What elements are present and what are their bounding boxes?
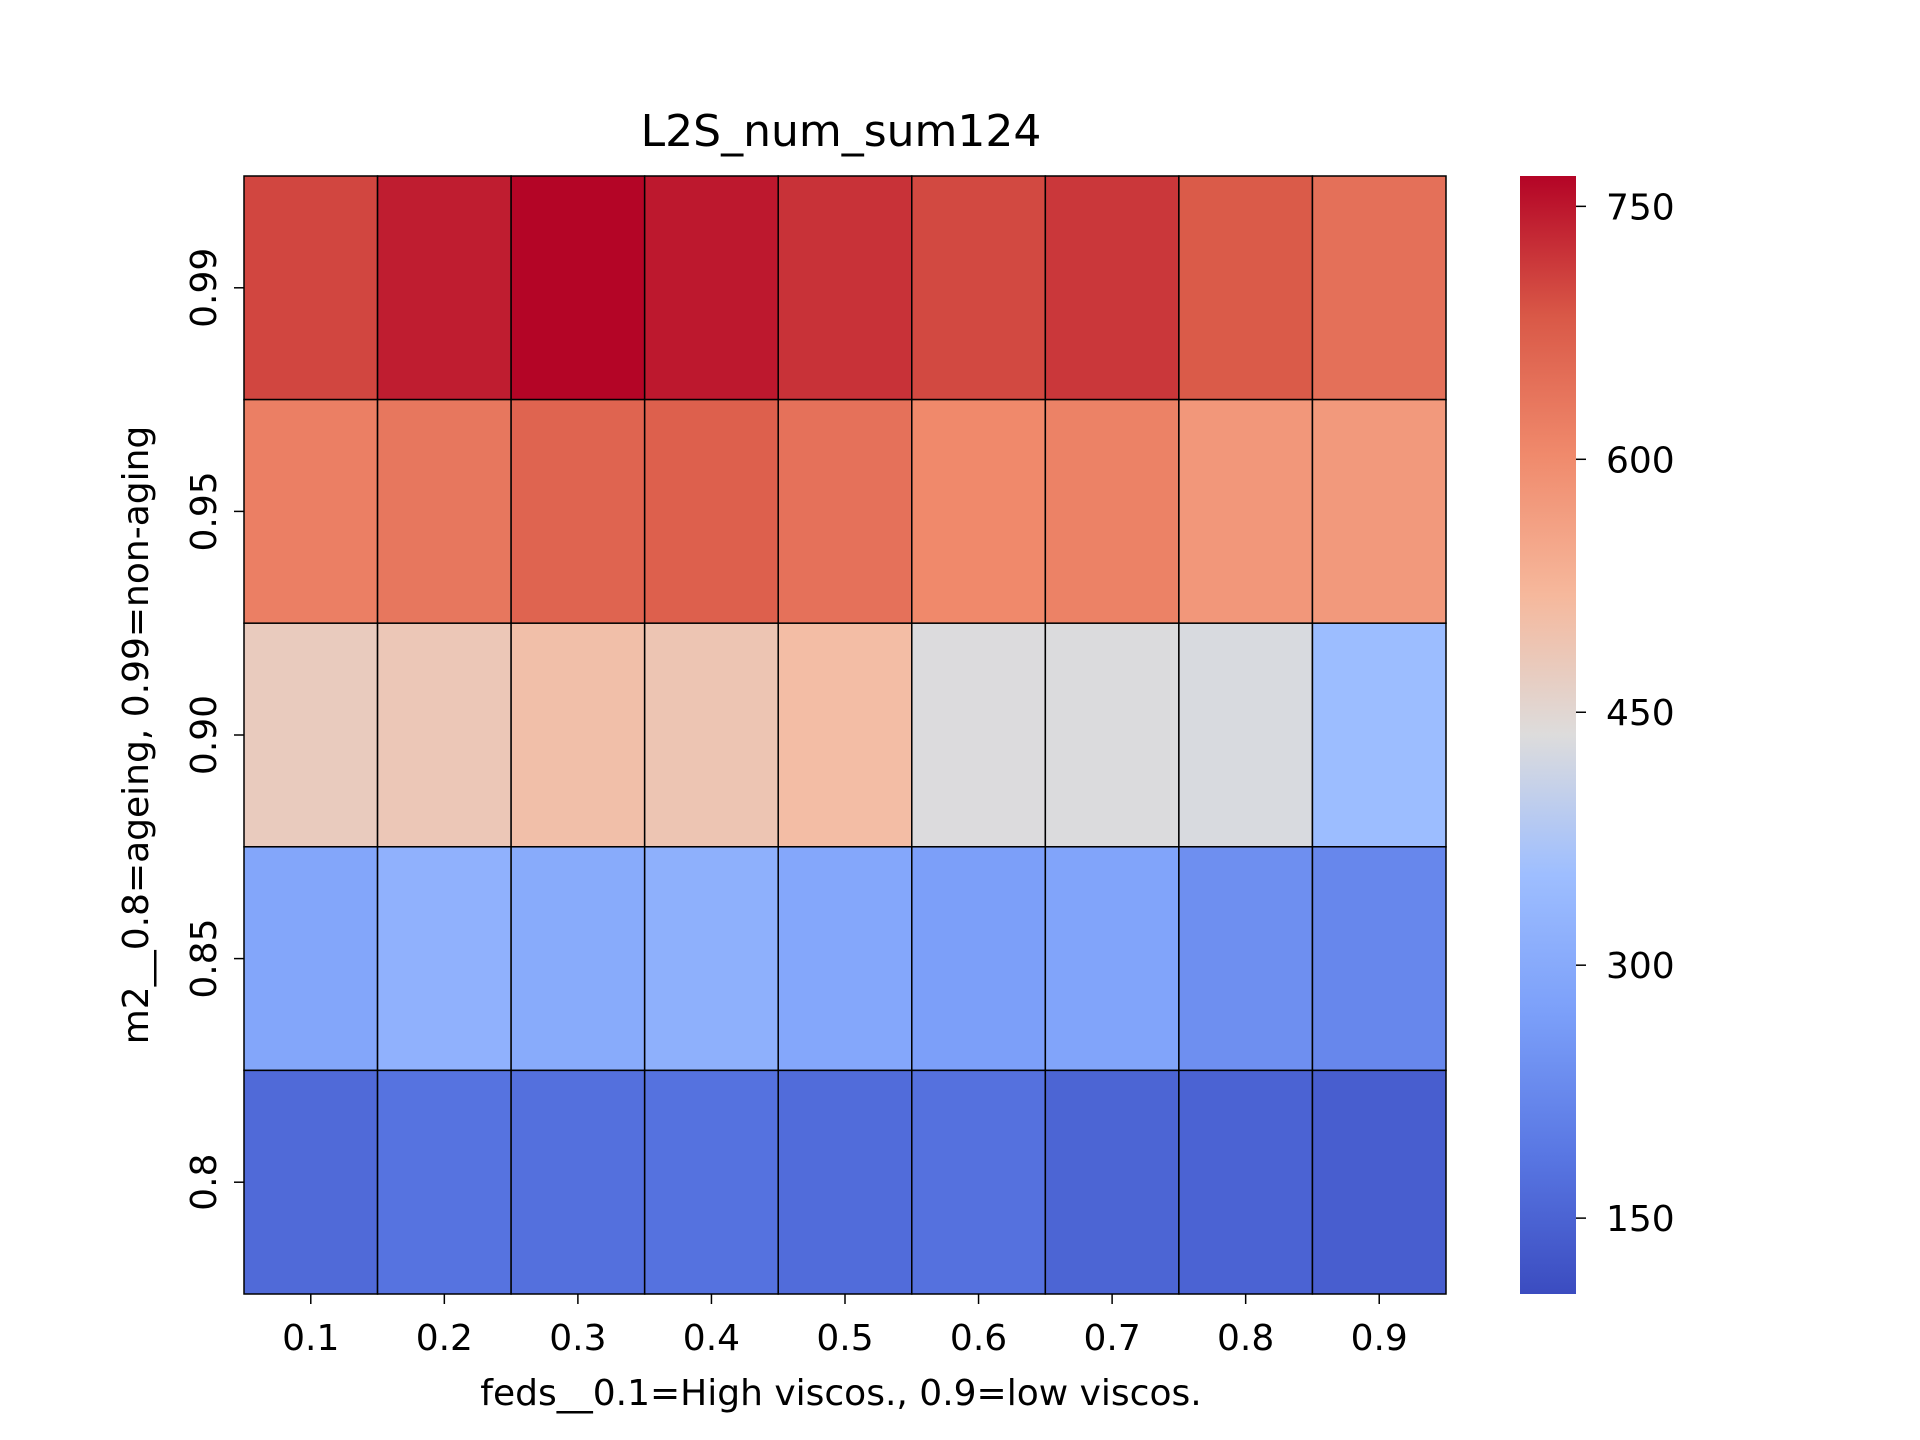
heatmap-cell	[243, 846, 379, 1072]
heatmap-cell	[376, 398, 512, 624]
x-tick-label: 0.4	[683, 1318, 740, 1359]
heatmap-cell	[643, 846, 779, 1072]
heatmap-cell	[911, 1069, 1047, 1295]
heatmap-cell	[911, 398, 1047, 624]
heatmap-cell	[510, 398, 646, 624]
heatmap-cell	[376, 846, 512, 1072]
heatmap-cell	[777, 846, 913, 1072]
heatmap-cell	[643, 175, 779, 401]
x-tick-label: 0.5	[816, 1318, 873, 1359]
heatmap-cell	[376, 1069, 512, 1295]
heatmap-cell	[777, 622, 913, 848]
heatmap-cell	[1311, 398, 1447, 624]
y-axis-ticks: 0.99 0.95 0.90 0.85 0.8	[184, 248, 244, 1211]
heatmap-cell	[510, 1069, 646, 1295]
x-tick-label: 0.6	[950, 1318, 1007, 1359]
y-tick-label: 0.85	[184, 919, 225, 999]
heatmap-cell	[911, 846, 1047, 1072]
colorbar-ticks: 150 300 450 600 750	[1576, 187, 1675, 1240]
heatmap-cell	[1311, 1069, 1447, 1295]
heatmap-cell	[1044, 622, 1180, 848]
x-tick-label: 0.3	[549, 1318, 606, 1359]
colorbar-tick-label: 450	[1606, 693, 1675, 734]
heatmap-cell	[777, 175, 913, 401]
colorbar-tick-label: 300	[1606, 946, 1675, 987]
heatmap-cell	[643, 1069, 779, 1295]
heatmap-cell	[243, 175, 379, 401]
y-tick-label: 0.99	[184, 248, 225, 328]
heatmap-cell	[510, 622, 646, 848]
heatmap-cell	[243, 622, 379, 848]
heatmap-cell	[777, 398, 913, 624]
heatmap-cells	[243, 175, 1447, 1295]
heatmap-cell	[1311, 846, 1447, 1072]
x-tick-label: 0.2	[416, 1318, 473, 1359]
x-tick-label: 0.8	[1217, 1318, 1274, 1359]
x-tick-label: 0.7	[1083, 1318, 1140, 1359]
heatmap-cell	[1178, 622, 1314, 848]
heatmap-cell	[510, 175, 646, 401]
heatmap-cell	[1178, 175, 1314, 401]
y-tick-label: 0.90	[184, 695, 225, 775]
heatmap-cell	[376, 175, 512, 401]
heatmap-cell	[510, 846, 646, 1072]
heatmap-cell	[243, 1069, 379, 1295]
x-tick-label: 0.9	[1351, 1318, 1408, 1359]
heatmap-cell	[1178, 846, 1314, 1072]
heatmap-cell	[1044, 846, 1180, 1072]
heatmap-cell	[1178, 398, 1314, 624]
heatmap-cell	[643, 398, 779, 624]
y-axis-label: m2__0.8=ageing, 0.99=non-aging	[116, 426, 157, 1045]
y-tick-label: 0.8	[184, 1154, 225, 1211]
x-axis-ticks: 0.1 0.2 0.3 0.4 0.5 0.6 0.7 0.8 0.9	[282, 1294, 1408, 1359]
colorbar-tick-label: 600	[1606, 440, 1675, 481]
heatmap-cell	[911, 175, 1047, 401]
colorbar-tick-label: 150	[1606, 1199, 1675, 1240]
colorbar	[1520, 176, 1576, 1294]
heatmap-cell	[1311, 175, 1447, 401]
colorbar-tick-label: 750	[1606, 187, 1675, 228]
heatmap-cell	[1044, 398, 1180, 624]
chart-title: L2S_num_sum124	[641, 106, 1042, 157]
heatmap-cell	[376, 622, 512, 848]
heatmap-cell	[1044, 175, 1180, 401]
heatmap-cell	[1044, 1069, 1180, 1295]
heatmap-cell	[1311, 622, 1447, 848]
heatmap-cell	[1178, 1069, 1314, 1295]
heatmap-cell	[777, 1069, 913, 1295]
y-tick-label: 0.95	[184, 471, 225, 551]
heatmap-cell	[643, 622, 779, 848]
heatmap-cell	[911, 622, 1047, 848]
heatmap-cell	[243, 398, 379, 624]
x-axis-label: feds__0.1=High viscos., 0.9=low viscos.	[480, 1373, 1201, 1414]
x-tick-label: 0.1	[282, 1318, 339, 1359]
